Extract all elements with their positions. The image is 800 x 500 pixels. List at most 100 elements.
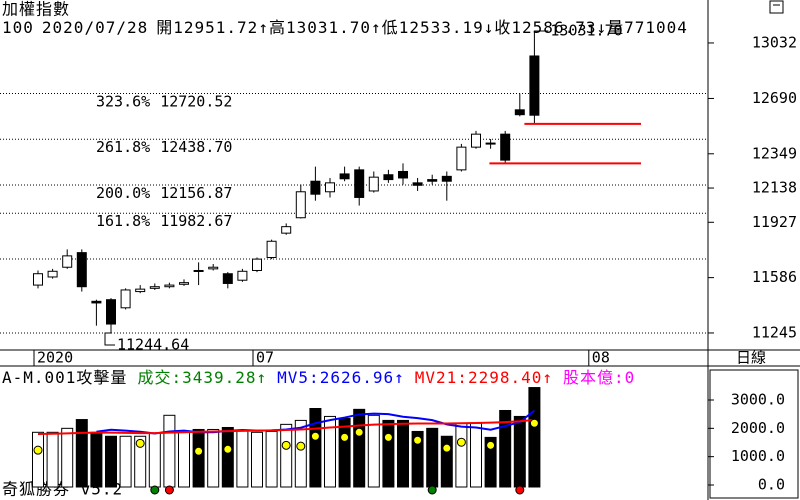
indicator-dot (486, 440, 496, 450)
indicator-dot (223, 444, 233, 454)
x-tick-label: 07 (256, 349, 274, 367)
indicator-dot (310, 431, 320, 441)
fib-label: 261.8% 12438.70 (96, 138, 232, 156)
volume-bar (178, 431, 190, 488)
fib-label: 200.0% 12156.87 (96, 183, 232, 201)
y-tick-label: 12349 (752, 144, 797, 162)
candle-body (62, 255, 73, 268)
y-tick-label: 11245 (752, 323, 797, 341)
candle-body (500, 133, 511, 161)
volume-ma-line (96, 409, 536, 435)
candle-body (106, 299, 116, 325)
volume-ma-line (37, 418, 535, 435)
volume-bar (411, 430, 424, 488)
info-count: 100 (2, 18, 34, 37)
low-pointer (104, 332, 115, 346)
y-tick-label: 13032 (752, 33, 797, 51)
indicator-dot (296, 441, 306, 451)
candle-body (368, 176, 379, 192)
candle-body (310, 180, 321, 195)
fib-ratio: 161.8% (96, 212, 150, 230)
volume-bar (499, 409, 512, 488)
v-tick-label: 1000.0 (731, 447, 785, 465)
indicator-dot (135, 438, 145, 448)
volume-bar (236, 429, 249, 488)
volume-bar (513, 415, 526, 488)
candle-body (456, 146, 467, 171)
window-icon[interactable] (769, 0, 784, 14)
volume-item-value: 3439.28 (182, 368, 256, 387)
volume-bar (294, 419, 307, 488)
info-arrow: ↑ (371, 18, 382, 37)
y-tick-label: 11586 (752, 268, 797, 286)
info-arrow: ↓ (596, 18, 607, 37)
volume-item-label: MV21: (415, 368, 468, 387)
volume-bar (353, 408, 366, 488)
info-label: 低 (382, 18, 399, 37)
v-tick-label: 2000.0 (731, 419, 785, 437)
signal-dot (150, 485, 160, 495)
candle-body (164, 284, 175, 288)
info-line: 100 2020/07/28 開12951.72↑高13031.70↑低12533.… (2, 18, 688, 37)
candle-body (398, 170, 408, 179)
volume-bar (75, 419, 88, 488)
volume-bar (382, 419, 395, 488)
signal-dot (427, 485, 437, 495)
v-tick-label: 0.0 (758, 476, 785, 494)
indicator-dot (340, 432, 350, 442)
v-tick-label: 3000.0 (731, 391, 785, 409)
volume-item-arrow: ↑ (542, 368, 553, 387)
candle-body (354, 169, 365, 198)
candle-body (179, 282, 189, 285)
candle-body (471, 133, 481, 148)
info-label: 高 (269, 18, 286, 37)
x-tick-label: 2020 (37, 349, 73, 367)
volume-bar (134, 435, 147, 488)
volume-bar (426, 427, 439, 488)
info-value: 771004 (624, 18, 688, 37)
y-tick-label: 11927 (752, 213, 797, 231)
candle-body (252, 258, 262, 271)
volume-bar (119, 435, 132, 488)
y-tick-label: 12690 (752, 89, 797, 107)
info-arrow: ↑ (258, 18, 269, 37)
candle-body (412, 182, 423, 186)
candle-body (266, 240, 277, 258)
candle-body (91, 300, 102, 304)
volume-bar (484, 436, 497, 488)
volume-bar (251, 431, 263, 488)
fib-ratio: 323.6% (96, 92, 150, 110)
candle-body (237, 270, 248, 281)
fib-value: 12156.87 (160, 183, 232, 201)
volume-item-label: MV5: (277, 368, 320, 387)
period-label: 日線 (736, 349, 766, 367)
volume-header: A-M.001攻擊量 成交:3439.28↑ MV5:2626.96↑ MV21:22… (2, 368, 635, 387)
candle-body (33, 273, 43, 286)
volume-bar (265, 430, 278, 488)
volume-item-value: 0 (625, 368, 636, 387)
chart-title: 加權指數 (2, 0, 70, 19)
candle-body (514, 109, 525, 116)
candle-body (383, 174, 394, 181)
info-label: 開 (156, 18, 173, 37)
volume-item-value: 2626.96 (320, 368, 394, 387)
volume-bar (455, 422, 468, 488)
info-date: 2020/07/28 (42, 18, 148, 37)
volume-item-arrow: ↑ (394, 368, 405, 387)
volume-bar (280, 423, 293, 488)
volume-bar (221, 426, 234, 488)
volume-bar (61, 427, 74, 488)
indicator-dot (194, 446, 204, 456)
candle-body (208, 266, 219, 270)
candle-body (120, 289, 131, 309)
candle-body (47, 270, 58, 278)
volume-bar (397, 419, 409, 488)
volume-bar (470, 422, 482, 488)
candle-body (339, 173, 350, 180)
candle-body (295, 191, 306, 219)
candle-body (325, 182, 335, 193)
indicator-dot (354, 427, 364, 437)
indicator-dot (33, 445, 43, 455)
high-pointer (533, 30, 549, 44)
y-tick-label: 12138 (752, 179, 797, 197)
